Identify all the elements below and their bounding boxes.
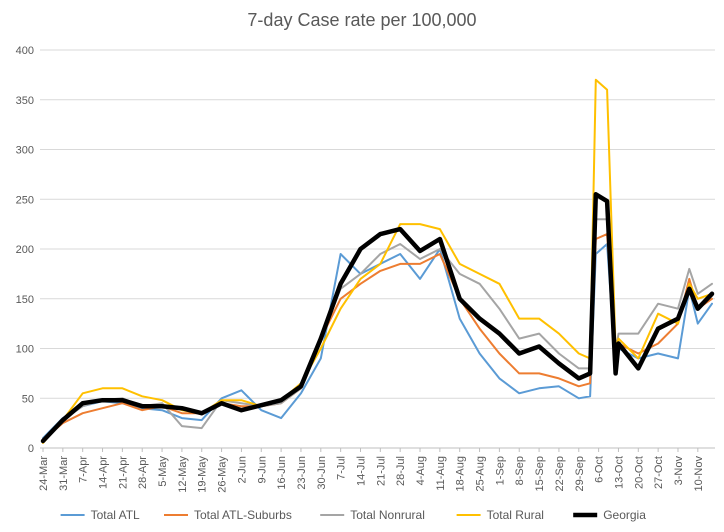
x-tick-label: 10-Nov [693,456,705,492]
x-tick-label: 21-Jul [375,456,387,486]
legend: Total ATL Total ATL-Suburbs Total Nonrural… [60,508,646,522]
x-tick-label: 13-Oct [613,456,625,489]
x-tick-label: 6-Oct [594,456,606,483]
x-tick-label: 14-Apr [98,456,110,489]
x-tick-label: 18-Aug [455,456,467,491]
x-tick-label: 19-May [197,456,209,493]
legend-label: Georgia [603,508,646,522]
x-tick-label: 12-May [177,456,189,493]
x-axis: 24-Mar 31-Mar 7-Apr 14-Apr 21-Apr 28-Apr 5-May… [38,448,705,493]
y-tick-label: 0 [28,443,34,455]
y-tick-label: 300 [16,145,34,157]
y-tick-label: 200 [16,244,34,256]
gridlines [40,49,715,449]
legend-label: Total ATL-Suburbs [194,508,292,522]
x-tick-label: 4-Aug [415,456,427,485]
x-tick-label: 30-Jun [316,456,328,490]
y-tick-label: 250 [16,194,34,206]
legend-label: Total ATL [91,508,140,522]
x-tick-label: 7-Jul [336,456,348,480]
x-tick-label: 5-May [157,456,169,487]
series-line-georgia [40,192,715,444]
x-tick-label: 28-Apr [137,456,149,489]
x-tick-label: 29-Sep [574,456,586,491]
y-tick-label: 150 [16,294,34,306]
y-tick-label: 350 [16,95,34,107]
chart-title: 7-day Case rate per 100,000 [247,10,477,30]
series-layer [40,78,715,444]
y-tick-label: 50 [22,393,34,405]
legend-label: Total Nonrural [350,508,425,522]
y-axis: 0 50 100 150 200 250 300 350 400 [16,45,34,455]
x-tick-label: 16-Jun [276,456,288,490]
x-tick-label: 11-Aug [435,456,447,491]
x-tick-label: 8-Sep [514,456,526,485]
x-tick-label: 28-Jul [395,456,407,486]
x-tick-label: 25-Aug [475,456,487,491]
x-tick-label: 15-Sep [534,456,546,491]
x-tick-label: 27-Oct [653,456,665,489]
x-tick-label: 14-Jul [355,456,367,486]
x-tick-label: 31-Mar [58,456,70,491]
y-tick-label: 400 [16,45,34,57]
legend-label: Total Rural [487,508,544,522]
x-tick-label: 20-Oct [633,456,645,489]
x-tick-label: 23-Jun [296,456,308,490]
x-tick-label: 3-Nov [673,456,685,486]
x-tick-label: 1-Sep [494,456,506,485]
x-tick-label: 24-Mar [38,456,50,491]
x-tick-label: 9-Jun [256,456,268,484]
x-tick-label: 22-Sep [554,456,566,491]
y-tick-label: 100 [16,344,34,356]
x-tick-label: 7-Apr [78,456,90,483]
x-tick-label: 21-Apr [117,456,129,489]
x-tick-label: 26-May [217,456,229,493]
x-tick-label: 2-Jun [236,456,248,484]
